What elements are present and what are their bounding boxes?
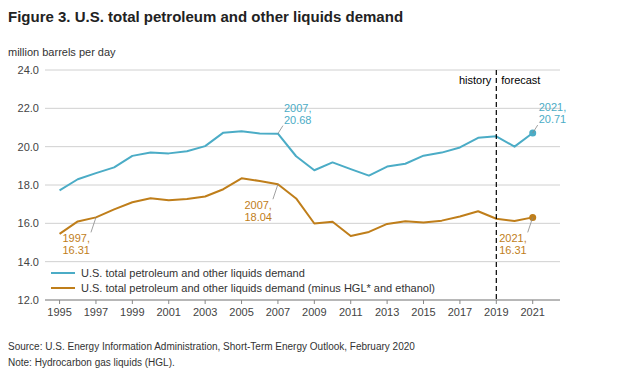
x-tick xyxy=(95,300,96,304)
grid-line xyxy=(45,300,560,301)
x-tick xyxy=(277,300,278,304)
legend-swatch xyxy=(51,287,75,289)
annotation: 2007,20.68 xyxy=(284,102,312,126)
x-tick xyxy=(532,300,533,304)
x-tick-label: 1997 xyxy=(84,306,108,318)
x-tick-label: 2003 xyxy=(193,306,217,318)
x-tick-label: 2011 xyxy=(339,306,363,318)
grid-line xyxy=(45,70,560,71)
x-axis-line xyxy=(45,300,560,301)
x-tick-label: 2017 xyxy=(448,306,472,318)
x-tick-label: 2005 xyxy=(229,306,253,318)
x-tick-label: 1999 xyxy=(120,306,144,318)
annotation-leader xyxy=(278,126,283,134)
series-line xyxy=(60,178,533,236)
plot-area xyxy=(60,70,537,300)
forecast-label: forecast xyxy=(501,74,540,86)
annotation-leader xyxy=(273,184,278,199)
forecast-divider xyxy=(496,70,497,300)
x-tick-label: 2019 xyxy=(484,306,508,318)
x-tick xyxy=(168,300,169,304)
x-tick-label: 1995 xyxy=(47,306,71,318)
annotation-leader xyxy=(533,125,538,133)
x-tick-label: 2013 xyxy=(375,306,399,318)
y-tick-label: 16.0 xyxy=(18,217,39,229)
y-axis-label: million barrels per day xyxy=(8,46,116,58)
x-tick xyxy=(314,300,315,304)
grid-line xyxy=(45,223,560,224)
grid-line xyxy=(45,146,560,147)
legend-label: U.S. total petroleum and other liquids d… xyxy=(81,282,435,294)
y-tick-label: 22.0 xyxy=(18,102,39,114)
x-tick xyxy=(205,300,206,304)
title: Figure 3. U.S. total petroleum and other… xyxy=(8,8,403,25)
grid-line xyxy=(45,261,560,262)
x-tick xyxy=(459,300,460,304)
annotation: 2007,18.04 xyxy=(244,199,272,223)
legend-label: U.S. total petroleum and other liquids d… xyxy=(81,267,305,279)
x-tick xyxy=(350,300,351,304)
y-tick-label: 24.0 xyxy=(18,64,39,76)
annotation-leader xyxy=(528,217,533,232)
y-tick-label: 12.0 xyxy=(18,294,39,306)
x-tick xyxy=(132,300,133,304)
x-tick-label: 2001 xyxy=(157,306,181,318)
x-tick xyxy=(387,300,388,304)
source: Source: U.S. Energy Information Administ… xyxy=(8,341,415,352)
y-tick-label: 14.0 xyxy=(18,256,39,268)
annotation: 2021,20.71 xyxy=(539,101,567,125)
x-tick xyxy=(59,300,60,304)
x-tick xyxy=(241,300,242,304)
x-tick-label: 2021 xyxy=(520,306,544,318)
legend: U.S. total petroleum and other liquids d… xyxy=(51,267,435,294)
y-tick-label: 20.0 xyxy=(18,141,39,153)
x-tick xyxy=(496,300,497,304)
series-line xyxy=(60,131,533,190)
annotation: 2021,16.31 xyxy=(499,232,527,256)
legend-swatch xyxy=(51,272,75,274)
annotation: 1997,16.31 xyxy=(62,232,90,256)
chart: Figure 3. U.S. total petroleum and other… xyxy=(0,0,632,387)
history-label: history xyxy=(459,74,492,86)
x-tick xyxy=(423,300,424,304)
grid xyxy=(45,70,560,300)
x-tick-label: 2007 xyxy=(266,306,290,318)
grid-line xyxy=(45,185,560,186)
x-tick-label: 2009 xyxy=(302,306,326,318)
y-tick-label: 18.0 xyxy=(18,179,39,191)
annotation-leader xyxy=(91,217,96,232)
note: Note: Hydrocarbon gas liquids (HGL). xyxy=(8,357,175,368)
x-tick-label: 2015 xyxy=(411,306,435,318)
